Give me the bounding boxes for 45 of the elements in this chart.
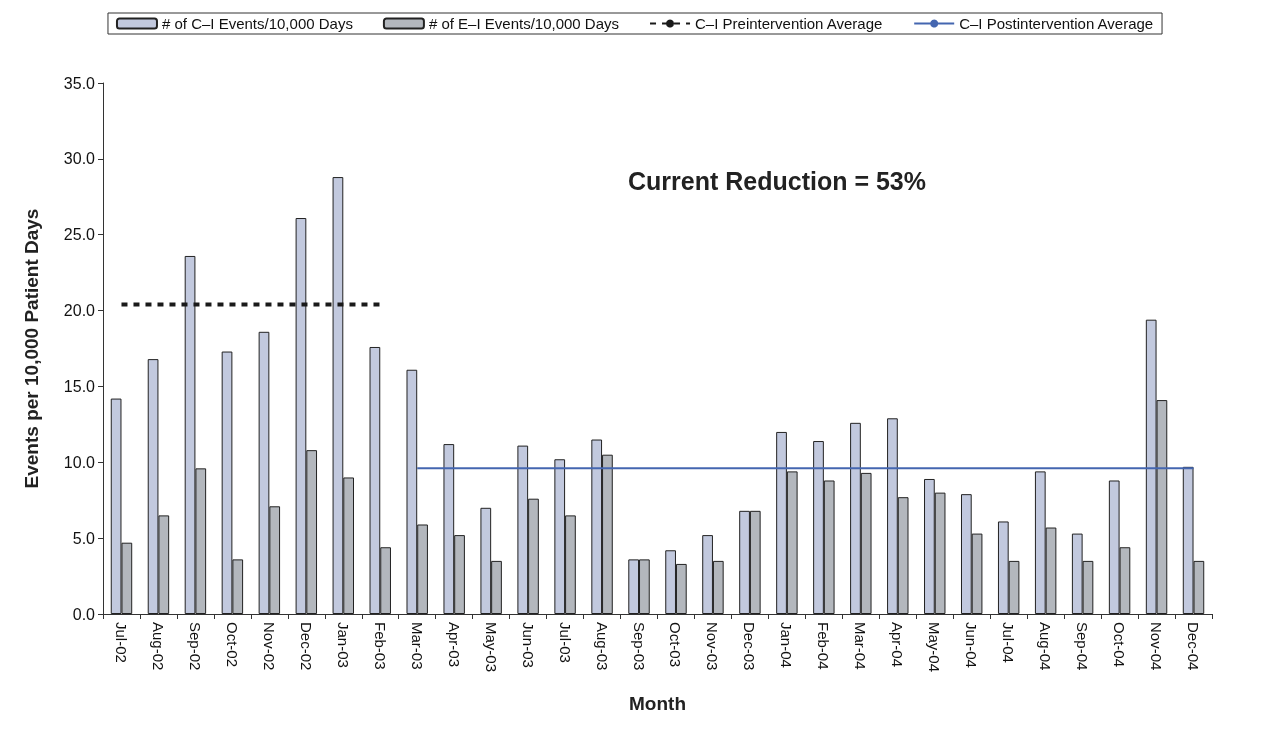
x-tick-label: Jun-04 [963,622,981,668]
x-tick-label: Feb-04 [815,622,833,670]
x-tick-label: Nov-04 [1148,622,1166,671]
y-tick-label: 25.0 [63,226,96,244]
x-tick-label: Nov-03 [704,622,722,671]
x-tick-label: Jul-04 [1000,622,1018,663]
x-tick-label: Jul-02 [112,622,130,663]
legend-label: # of C–I Events/10,000 Days [161,15,353,32]
y-tick-label: 35.0 [63,74,96,92]
x-tick-label: Dec-02 [297,622,315,671]
x-tick-label: Oct-02 [223,622,241,668]
y-tick-label: 0.0 [72,605,96,623]
legend-label: C–I Preintervention Average [695,15,883,32]
x-tick-label: Aug-03 [593,622,611,671]
x-tick-label: Apr-03 [445,622,463,668]
x-tick-label: Apr-04 [889,622,907,668]
y-tick-label: 5.0 [72,529,96,547]
x-tick-label: Jun-03 [519,622,537,668]
legend-label: # of E–I Events/10,000 Days [428,15,620,32]
x-tick-label: May-04 [926,622,944,673]
x-tick-label: Oct-04 [1111,622,1129,668]
x-tick-label: Nov-02 [260,622,278,671]
annotation: Current Reduction = 53% [628,166,926,195]
x-tick-label: Mar-04 [852,622,870,670]
legend-label: C–I Postintervention Average [959,15,1154,32]
x-tick-label: Sep-04 [1074,622,1092,671]
y-axis-title: Events per 10,000 Patient Days [21,208,42,489]
x-axis-title: Month [629,693,686,714]
y-tick-label: 30.0 [63,150,96,168]
x-tick-label: Jul-03 [556,622,574,663]
y-tick-label: 10.0 [63,453,96,471]
x-tick-label: May-03 [482,622,500,673]
x-tick-label: Sep-02 [186,622,204,671]
y-tick-label: 15.0 [63,377,96,395]
x-tick-label: Aug-04 [1037,622,1055,671]
x-tick-label: Jan-03 [334,622,352,668]
x-tick-label: Dec-04 [1185,622,1203,671]
x-tick-label: Sep-03 [630,622,648,671]
x-tick-label: Mar-03 [408,622,426,670]
x-tick-label: Dec-03 [741,622,759,671]
x-tick-label: Aug-02 [149,622,167,671]
x-tick-label: Oct-03 [667,622,685,668]
x-tick-label: Feb-03 [371,622,389,670]
y-tick-label: 20.0 [63,302,96,320]
x-tick-label: Jan-04 [778,622,796,668]
